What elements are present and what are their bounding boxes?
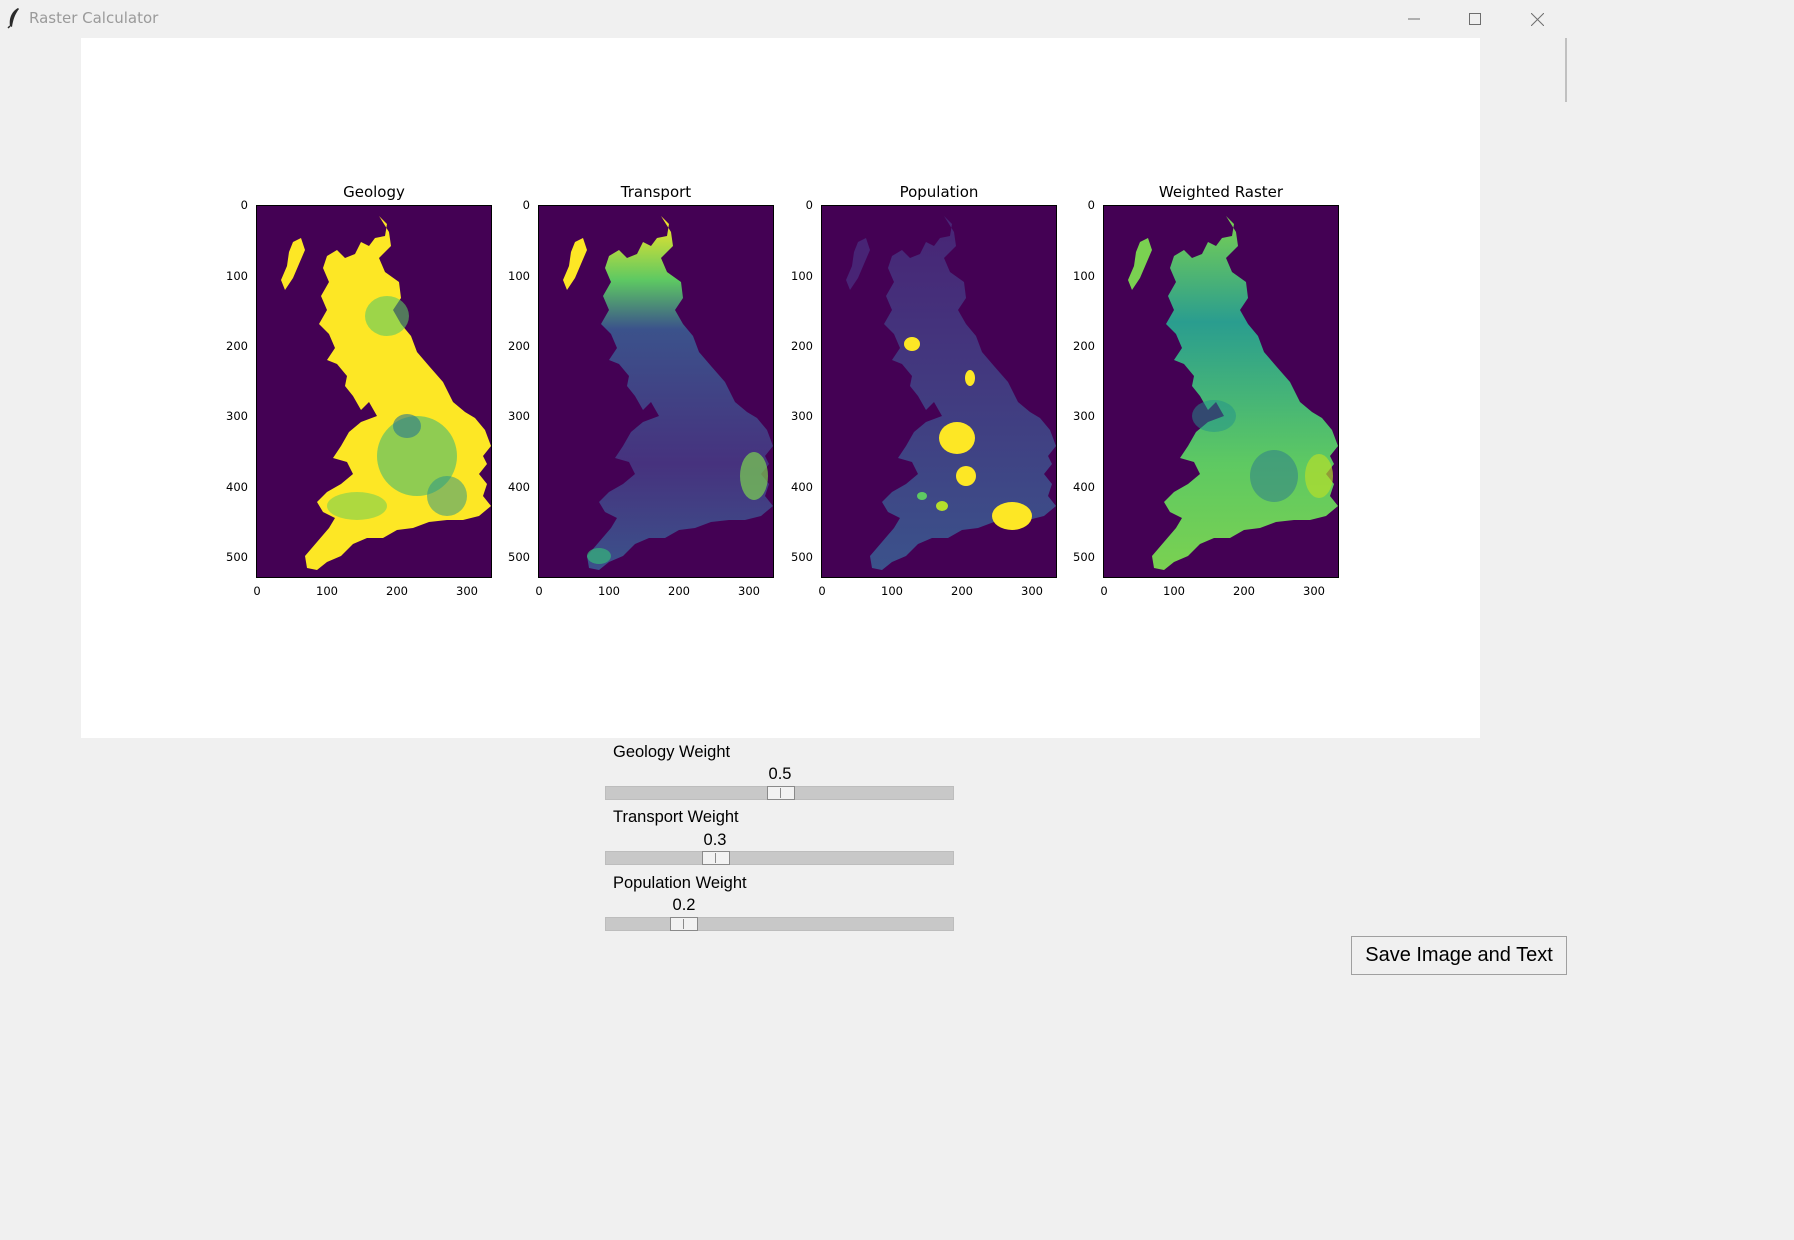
y-tick: 200 bbox=[1073, 339, 1095, 353]
y-tick: 400 bbox=[1073, 480, 1095, 494]
y-tick: 300 bbox=[508, 409, 530, 423]
window-title: Raster Calculator bbox=[29, 9, 159, 27]
y-tick: 200 bbox=[791, 339, 813, 353]
panel-title-geology: Geology bbox=[343, 183, 405, 201]
x-tick: 200 bbox=[1233, 584, 1255, 598]
y-tick: 400 bbox=[791, 480, 813, 494]
x-tick: 300 bbox=[738, 584, 760, 598]
y-tick: 300 bbox=[226, 409, 248, 423]
y-tick: 200 bbox=[226, 339, 248, 353]
geology-weight-value: 0.5 bbox=[768, 765, 792, 783]
panel-title-weighted-raster: Weighted Raster bbox=[1158, 183, 1284, 201]
x-tick: 200 bbox=[951, 584, 973, 598]
y-tick: 400 bbox=[508, 480, 530, 494]
y-tick: 500 bbox=[791, 550, 813, 564]
population-weight-label: Population Weight bbox=[613, 874, 747, 892]
population-weight-value: 0.2 bbox=[672, 896, 696, 914]
y-tick: 100 bbox=[226, 269, 248, 283]
maximize-button[interactable] bbox=[1444, 0, 1506, 38]
population-raster bbox=[821, 205, 1057, 578]
x-tick: 300 bbox=[1021, 584, 1043, 598]
x-tick: 300 bbox=[1303, 584, 1325, 598]
transport-weight-slider[interactable] bbox=[605, 851, 954, 865]
x-tick: 300 bbox=[456, 584, 478, 598]
x-tick: 100 bbox=[1163, 584, 1185, 598]
transport-weight-slider-handle[interactable] bbox=[702, 851, 730, 865]
y-tick: 300 bbox=[1073, 409, 1095, 423]
geology-weight-slider-handle[interactable] bbox=[767, 786, 795, 800]
x-tick: 0 bbox=[818, 584, 826, 598]
figure-canvas: Geology Transport Population bbox=[81, 38, 1480, 738]
x-tick: 100 bbox=[598, 584, 620, 598]
weighted-raster bbox=[1103, 205, 1339, 578]
y-tick: 500 bbox=[226, 550, 248, 564]
y-tick: 100 bbox=[791, 269, 813, 283]
y-tick: 0 bbox=[805, 198, 813, 212]
y-tick: 100 bbox=[1073, 269, 1095, 283]
y-tick: 500 bbox=[508, 550, 530, 564]
y-tick: 0 bbox=[522, 198, 530, 212]
title-bar: Raster Calculator bbox=[0, 0, 1568, 38]
x-tick: 0 bbox=[1100, 584, 1108, 598]
close-button[interactable] bbox=[1506, 0, 1568, 38]
feather-icon bbox=[7, 7, 21, 29]
x-tick: 200 bbox=[386, 584, 408, 598]
x-tick: 0 bbox=[535, 584, 543, 598]
panel-title-transport: Transport bbox=[620, 183, 692, 201]
minimize-icon bbox=[1408, 18, 1420, 20]
geology-raster bbox=[256, 205, 492, 578]
maximize-icon bbox=[1469, 13, 1481, 25]
x-tick: 100 bbox=[881, 584, 903, 598]
window-edge bbox=[1565, 38, 1567, 102]
x-tick: 0 bbox=[253, 584, 261, 598]
y-tick: 0 bbox=[1087, 198, 1095, 212]
y-tick: 100 bbox=[508, 269, 530, 283]
transport-weight-label: Transport Weight bbox=[613, 808, 739, 826]
population-weight-slider[interactable] bbox=[605, 917, 954, 931]
geology-weight-slider[interactable] bbox=[605, 786, 954, 800]
transport-raster bbox=[538, 205, 774, 578]
y-tick: 200 bbox=[508, 339, 530, 353]
minimize-button[interactable] bbox=[1383, 0, 1445, 38]
y-tick: 300 bbox=[791, 409, 813, 423]
population-weight-slider-handle[interactable] bbox=[670, 917, 698, 931]
y-tick: 400 bbox=[226, 480, 248, 494]
y-tick: 500 bbox=[1073, 550, 1095, 564]
save-image-and-text-button[interactable]: Save Image and Text bbox=[1351, 936, 1567, 975]
close-icon bbox=[1530, 12, 1544, 26]
x-tick: 200 bbox=[668, 584, 690, 598]
y-tick: 0 bbox=[240, 198, 248, 212]
panel-title-population: Population bbox=[899, 183, 979, 201]
transport-weight-value: 0.3 bbox=[703, 831, 727, 849]
x-tick: 100 bbox=[316, 584, 338, 598]
geology-weight-label: Geology Weight bbox=[613, 743, 731, 761]
